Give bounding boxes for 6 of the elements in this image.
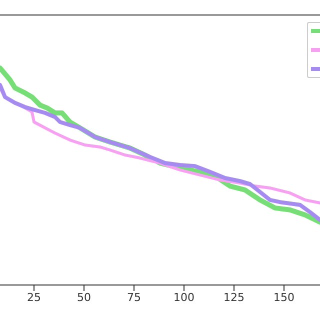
x-tick-label: 150 xyxy=(274,290,294,304)
x-tick-label: 25 xyxy=(27,290,41,304)
x-tick-label: 125 xyxy=(224,290,244,304)
x-tick-label: 100 xyxy=(174,290,194,304)
x-tick-label: 50 xyxy=(77,290,91,304)
x-tick-label: 75 xyxy=(127,290,141,304)
